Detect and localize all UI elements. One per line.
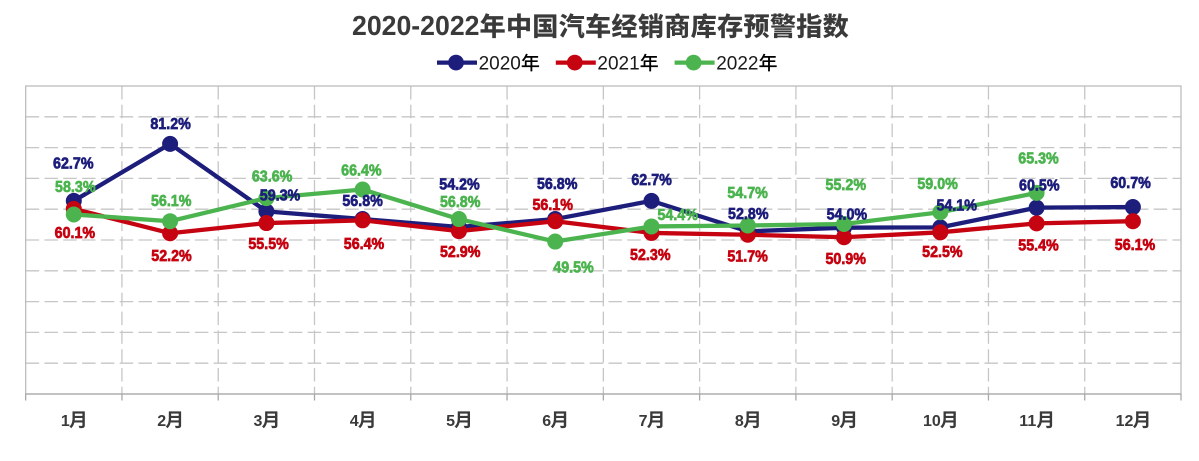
svg-text:63.6%: 63.6% (252, 169, 293, 186)
svg-text:59.0%: 59.0% (917, 176, 958, 193)
svg-text:8: 8 (735, 413, 744, 430)
svg-text:54.4%: 54.4% (657, 207, 698, 224)
svg-text:65.3%: 65.3% (1018, 150, 1059, 167)
svg-text:2020: 2020 (479, 53, 521, 74)
svg-text:52.5%: 52.5% (922, 244, 963, 261)
svg-text:2022: 2022 (716, 53, 758, 74)
svg-text:51.7%: 51.7% (727, 248, 768, 265)
svg-text:56.8%: 56.8% (440, 194, 481, 211)
svg-text:56.1%: 56.1% (151, 193, 192, 210)
svg-text:54.0%: 54.0% (827, 206, 868, 223)
svg-text:56.8%: 56.8% (342, 193, 383, 210)
svg-text:55.5%: 55.5% (248, 236, 289, 253)
svg-text:5: 5 (446, 413, 455, 430)
svg-text:52.3%: 52.3% (630, 247, 671, 264)
svg-text:56.1%: 56.1% (532, 197, 573, 214)
svg-text:2021: 2021 (597, 53, 639, 74)
svg-text:62.7%: 62.7% (53, 156, 94, 173)
svg-text:52.8%: 52.8% (728, 206, 769, 223)
svg-text:52.2%: 52.2% (151, 248, 192, 265)
svg-text:50.9%: 50.9% (825, 251, 866, 268)
svg-text:6: 6 (542, 413, 551, 430)
svg-text:58.3%: 58.3% (55, 179, 96, 196)
svg-text:9: 9 (831, 413, 840, 430)
svg-text:54.2%: 54.2% (439, 176, 480, 193)
svg-text:7: 7 (639, 413, 648, 430)
svg-text:62.7%: 62.7% (631, 172, 672, 189)
svg-text:10: 10 (923, 413, 941, 430)
svg-text:59.3%: 59.3% (260, 188, 301, 205)
svg-text:56.8%: 56.8% (537, 176, 578, 193)
svg-text:60.1%: 60.1% (55, 225, 96, 242)
svg-text:52.9%: 52.9% (440, 244, 481, 261)
svg-text:1: 1 (61, 413, 70, 430)
svg-text:4: 4 (350, 413, 359, 430)
svg-text:54.7%: 54.7% (727, 185, 768, 202)
svg-text:11: 11 (1019, 413, 1036, 430)
svg-text:60.7%: 60.7% (1110, 175, 1151, 192)
svg-text:54.1%: 54.1% (936, 198, 977, 215)
svg-text:55.4%: 55.4% (1018, 238, 1059, 255)
svg-text:49.5%: 49.5% (553, 260, 594, 277)
svg-text:81.2%: 81.2% (150, 116, 191, 133)
svg-text:56.1%: 56.1% (1115, 237, 1156, 254)
svg-text:2: 2 (157, 413, 166, 430)
svg-text:60.5%: 60.5% (1019, 177, 1060, 194)
svg-text:56.4%: 56.4% (344, 236, 385, 253)
svg-text:3: 3 (254, 413, 263, 430)
svg-text:66.4%: 66.4% (341, 163, 382, 180)
svg-text:2020-2022: 2020-2022 (352, 10, 480, 41)
svg-text:12: 12 (1116, 413, 1134, 430)
svg-text:55.2%: 55.2% (826, 177, 867, 194)
